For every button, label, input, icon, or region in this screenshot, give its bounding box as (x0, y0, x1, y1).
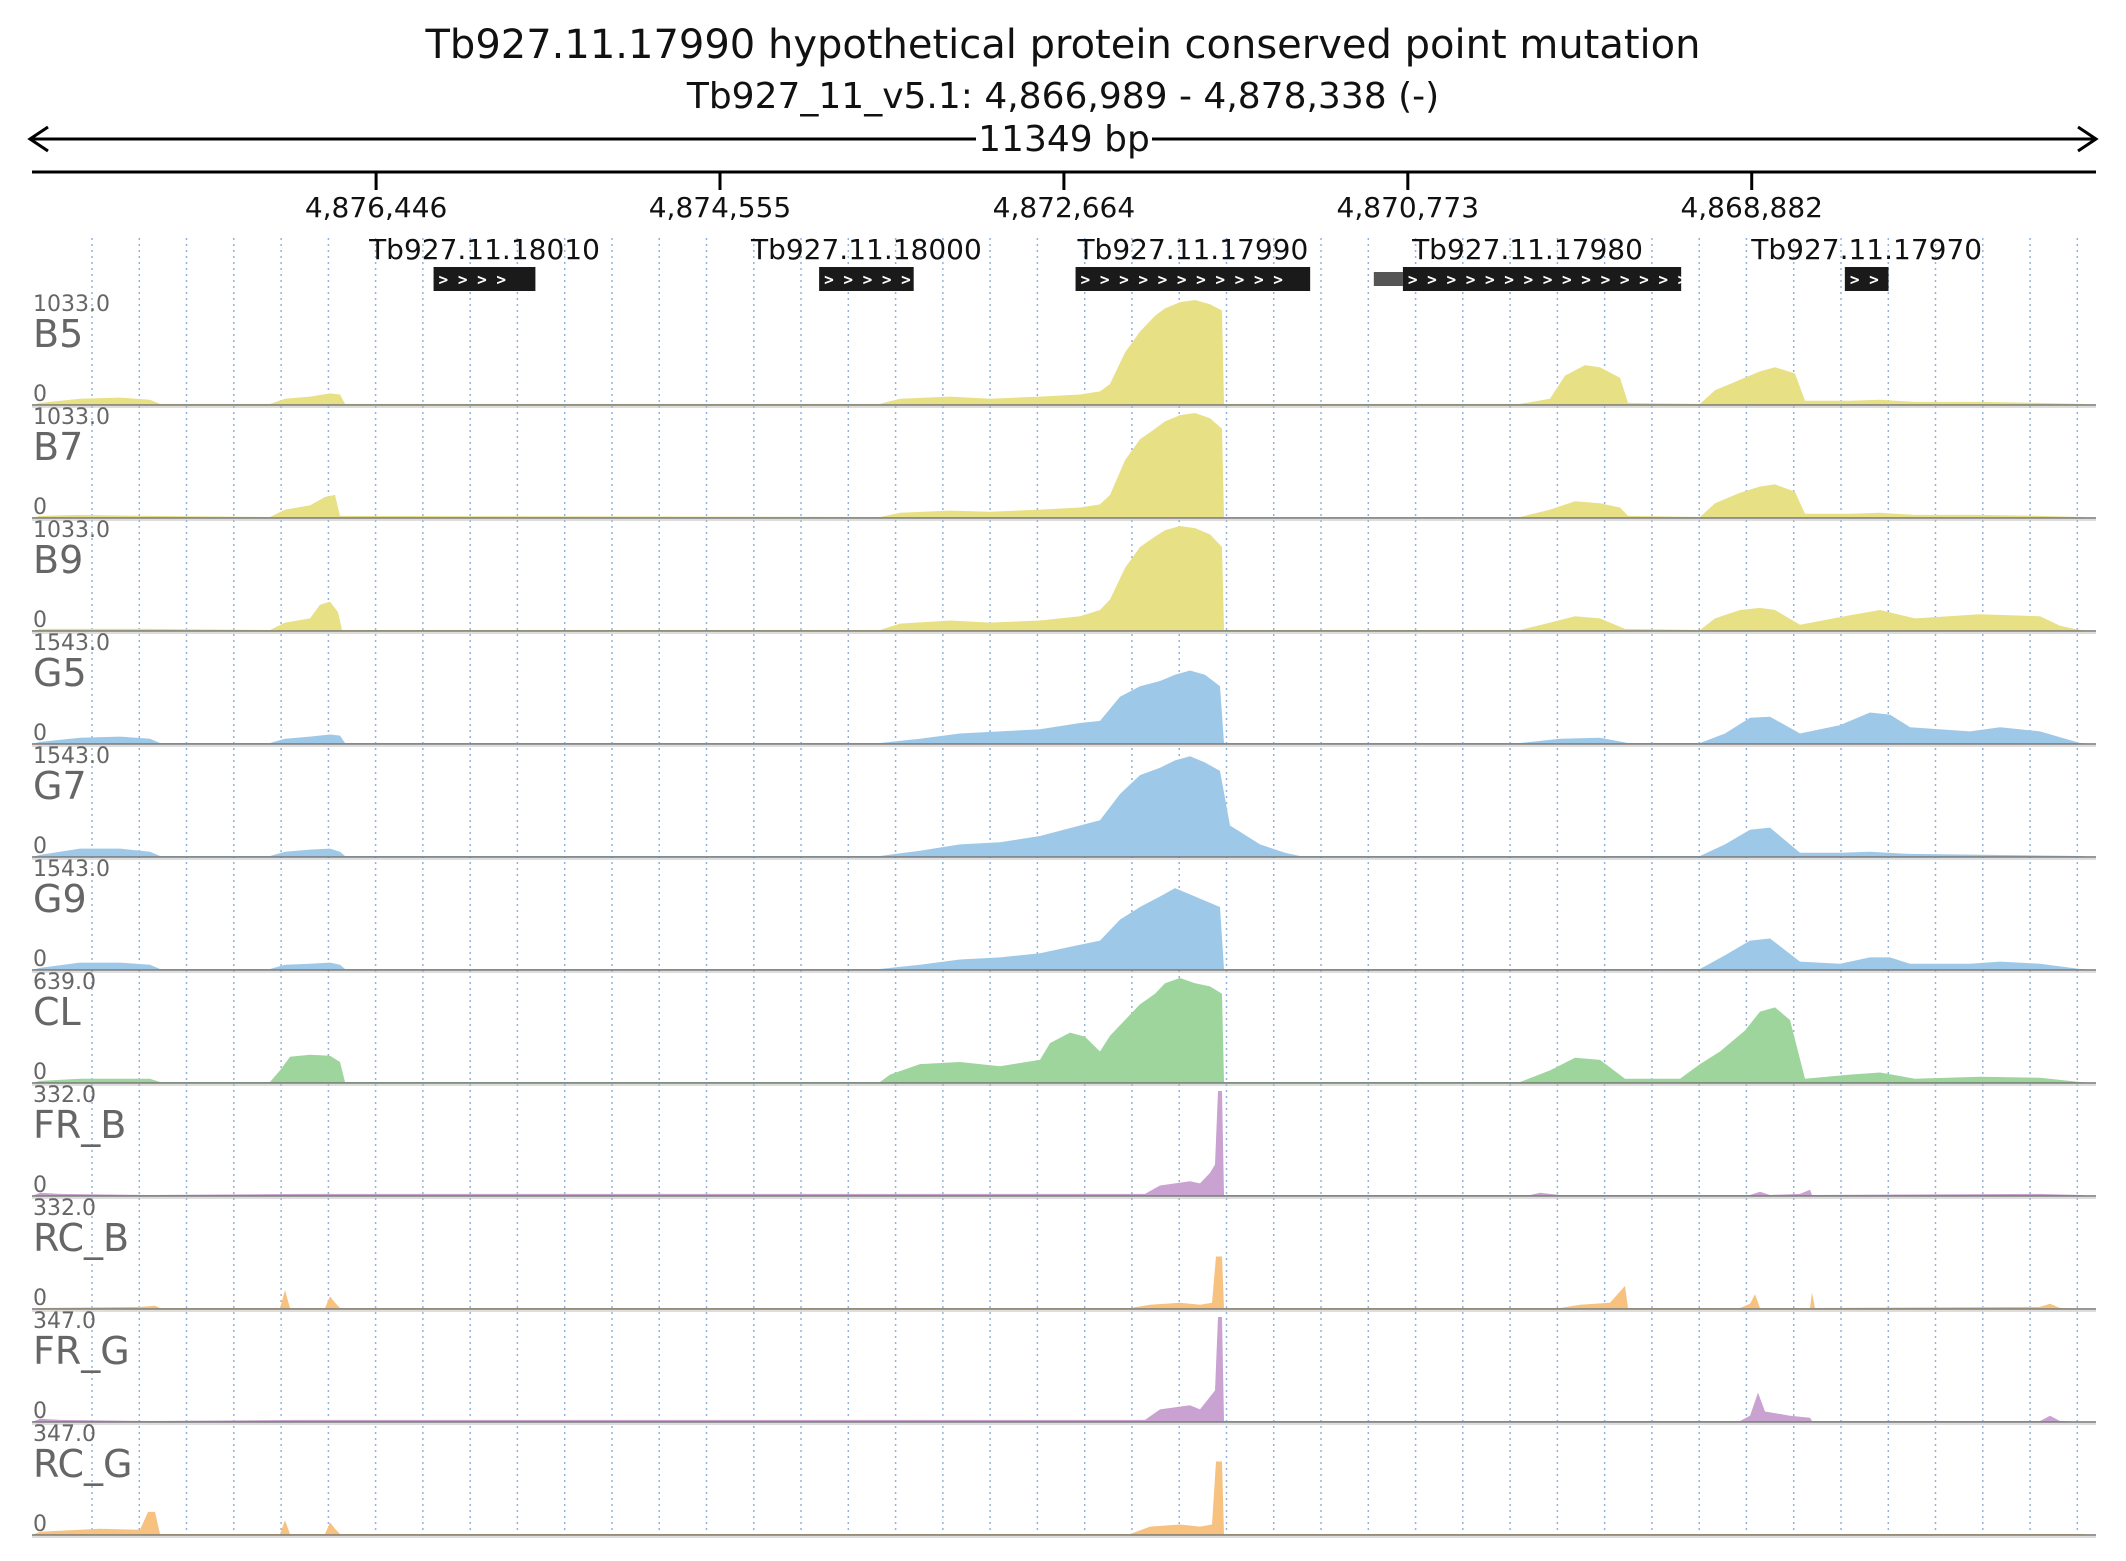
gene-utr-box (1373, 272, 1403, 286)
span-arrow-left-icon (27, 125, 49, 153)
track-zero-label: 0 (33, 1060, 47, 1085)
coverage-area (32, 1091, 2096, 1196)
track-max-label: 347.0 (33, 1422, 96, 1447)
track-zero-label: 0 (33, 1399, 47, 1424)
track-zero-label: 0 (33, 382, 47, 407)
track-max-label: 639.0 (33, 970, 96, 995)
gene-box (1844, 267, 1889, 291)
track-rc-b: 332.0RC_B 0 (32, 1196, 2096, 1312)
track-name: CL (33, 990, 81, 1034)
span-arrow-right-icon (2077, 125, 2099, 153)
track-zero-label: 0 (33, 1286, 47, 1311)
coverage-area (32, 756, 2096, 857)
gene-label: Tb927.11.18010 (368, 233, 600, 266)
track-fr-b: 332.0FR_B 0 (32, 1083, 2096, 1199)
track-max-label: 1543.0 (33, 744, 110, 769)
track-max-label: 332.0 (33, 1196, 96, 1221)
gene-strand-arrows-icon: > > (1850, 270, 1879, 289)
track-name: B9 (33, 538, 83, 582)
gridlines (91, 238, 2079, 1530)
coverage-tracks: 1033.0B501033.0B701033.0B901543.0G501543… (32, 292, 2096, 1538)
coverage-area (32, 526, 2096, 631)
track-name: FR_G (33, 1329, 130, 1373)
gene-annotations: Tb927.11.18010 > > > > Tb927.11.18000 > > >… (368, 233, 1982, 291)
track-zero-label: 0 (33, 947, 47, 972)
axis-tick-label: 4,870,773 (1337, 191, 1480, 224)
gene-box (1075, 267, 1311, 291)
track-zero-label: 0 (33, 721, 47, 746)
track-zero-label: 0 (33, 834, 47, 859)
track-b7: 1033.0B7 0 (32, 405, 2096, 521)
track-name: FR_B (33, 1103, 126, 1147)
track-name: RC_B (33, 1216, 129, 1260)
track-max-label: 1033.0 (33, 292, 110, 317)
track-cl: 639.0CL 0 (32, 970, 2096, 1086)
axis-tick-label: 4,872,664 (993, 191, 1136, 224)
gene-box (433, 267, 536, 291)
axis-ticks: 4,876,446 4,874,555 4,872,664 4,870,773 4,86… (305, 172, 1823, 224)
track-max-label: 1033.0 (33, 518, 110, 543)
coverage-area (32, 413, 2096, 518)
track-max-label: 332.0 (33, 1083, 96, 1108)
track-max-label: 347.0 (33, 1309, 96, 1334)
track-rc-g: 347.0RC_G 0 (32, 1422, 2096, 1538)
track-max-label: 1033.0 (33, 405, 110, 430)
track-b5: 1033.0B5 0 (32, 292, 2096, 408)
track-zero-label: 0 (33, 1173, 47, 1198)
track-zero-label: 0 (33, 1512, 47, 1537)
track-max-label: 1543.0 (33, 857, 110, 882)
gene-label: Tb927.11.17980 (1411, 233, 1643, 266)
coverage-area (32, 1256, 2096, 1309)
gene-label: Tb927.11.17970 (1750, 233, 1982, 266)
gene-box (1402, 267, 1682, 291)
track-g7: 1543.0G7 0 (32, 744, 2096, 860)
gene-strand-arrows-icon: > > > > > (824, 270, 911, 289)
axis-tick-label: 4,874,555 (649, 191, 792, 224)
track-g9: 1543.0G9 0 (32, 857, 2096, 973)
coverage-area (32, 670, 2096, 744)
chart-header: Tb927.11.17990 hypothetical protein cons… (425, 22, 1701, 117)
track-name: B7 (33, 425, 83, 469)
track-zero-label: 0 (33, 495, 47, 520)
track-name: G5 (33, 651, 87, 695)
track-b9: 1033.0B9 0 (32, 518, 2096, 634)
coverage-area (32, 1317, 2096, 1422)
gene-strand-arrows-icon: > > > > > > > > > > > (1081, 270, 1283, 289)
gene-strand-arrows-icon: > > > > (439, 270, 506, 289)
axis-tick-label: 4,876,446 (305, 191, 448, 224)
chart-subtitle: Tb927_11_v5.1: 4,866,989 - 4,878,338 (-) (686, 76, 1439, 117)
gene-strand-arrows-icon: > > > > > > > > > > > > > > > > > (1408, 270, 1726, 289)
track-name: B5 (33, 312, 83, 356)
track-fr-g: 347.0FR_G 0 (32, 1309, 2096, 1425)
coverage-area (32, 1461, 2096, 1535)
coverage-area (32, 978, 2096, 1083)
gene-label: Tb927.11.18000 (750, 233, 982, 266)
track-zero-label: 0 (33, 608, 47, 633)
track-max-label: 1543.0 (33, 631, 110, 656)
gene-box (819, 267, 914, 291)
coverage-area (32, 300, 2096, 405)
axis-tick-label: 4,868,882 (1680, 191, 1823, 224)
coverage-area (32, 888, 2096, 970)
span-ruler: 11349 bp (27, 119, 2099, 160)
span-label: 11349 bp (978, 119, 1150, 160)
track-g5: 1543.0G5 0 (32, 631, 2096, 747)
track-name: RC_G (33, 1442, 133, 1486)
track-name: G9 (33, 877, 87, 921)
gene-label: Tb927.11.17990 (1076, 233, 1308, 266)
track-name: G7 (33, 764, 87, 808)
chart-title: Tb927.11.17990 hypothetical protein cons… (425, 22, 1701, 68)
